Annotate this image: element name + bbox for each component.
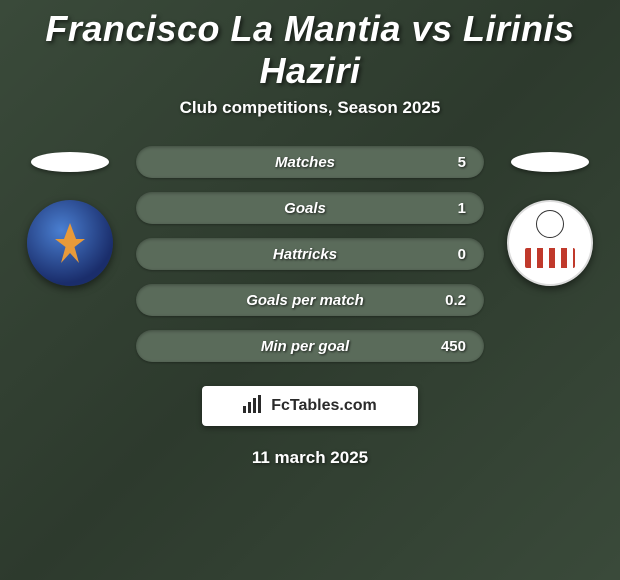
stat-label: Min per goal: [184, 338, 426, 355]
left-club-badge-icon: [27, 200, 113, 286]
right-flag-icon: [511, 152, 589, 172]
stat-right-value: 450: [426, 338, 466, 355]
chart-bars-icon: [243, 395, 265, 418]
date-label: 11 march 2025: [0, 448, 620, 468]
left-player-col: [20, 146, 120, 286]
stat-right-value: 0.2: [426, 292, 466, 309]
left-flag-icon: [31, 152, 109, 172]
right-player-col: [500, 146, 600, 286]
stat-label: Matches: [184, 154, 426, 171]
comparison-card: Francisco La Mantia vs Lirinis Haziri Cl…: [0, 0, 620, 468]
stat-row: Goals 1: [136, 192, 484, 224]
page-title: Francisco La Mantia vs Lirinis Haziri: [0, 0, 620, 98]
main-area: Matches 5 Goals 1 Hattricks 0 Goals per …: [0, 146, 620, 362]
right-club-badge-icon: [507, 200, 593, 286]
stat-row: Matches 5: [136, 146, 484, 178]
stat-right-value: 1: [426, 200, 466, 217]
stat-right-value: 5: [426, 154, 466, 171]
brand-text: FcTables.com: [271, 397, 377, 415]
stat-row: Min per goal 450: [136, 330, 484, 362]
stat-row: Goals per match 0.2: [136, 284, 484, 316]
stat-label: Goals: [184, 200, 426, 217]
stat-row: Hattricks 0: [136, 238, 484, 270]
stat-right-value: 0: [426, 246, 466, 263]
stat-label: Goals per match: [184, 292, 426, 309]
stats-list: Matches 5 Goals 1 Hattricks 0 Goals per …: [136, 146, 484, 362]
stat-label: Hattricks: [184, 246, 426, 263]
subtitle: Club competitions, Season 2025: [0, 98, 620, 118]
brand-link[interactable]: FcTables.com: [202, 386, 418, 426]
